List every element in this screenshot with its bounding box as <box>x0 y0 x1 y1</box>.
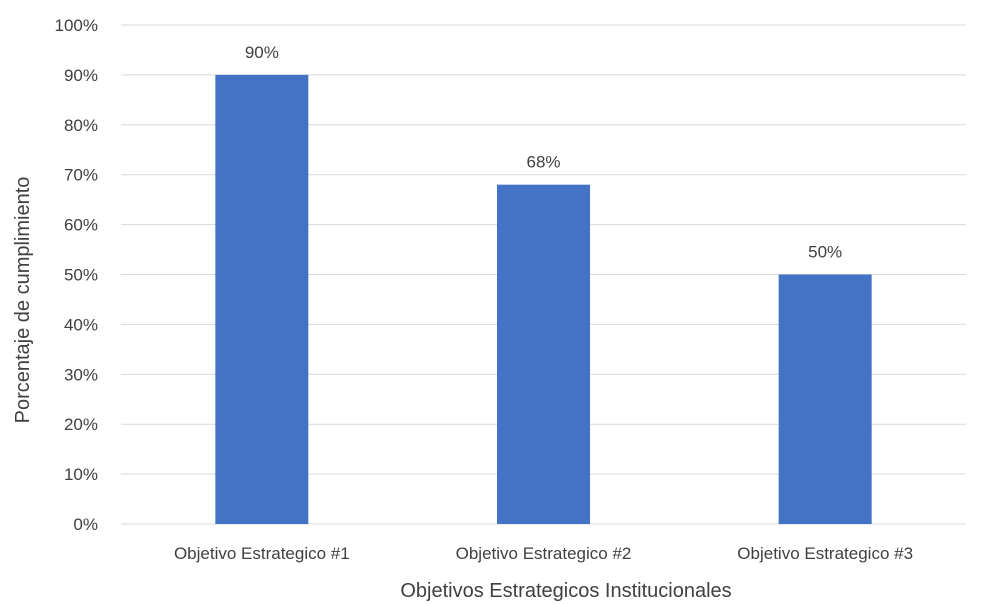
bar <box>778 274 872 524</box>
data-labels: 90% 68% 50% <box>245 43 842 262</box>
y-tick-label: 70% <box>64 166 98 185</box>
y-tick-label: 90% <box>64 66 98 85</box>
y-tick-label: 100% <box>55 16 98 35</box>
x-axis-title: Objetivos Estrategicos Institucionales <box>400 580 731 602</box>
x-category-label: Objetivo Estrategico #2 <box>456 544 632 563</box>
x-category-label: Objetivo Estrategico #3 <box>737 544 913 563</box>
data-label: 90% <box>245 43 279 62</box>
y-tick-label: 10% <box>64 465 98 484</box>
data-label: 68% <box>526 153 560 172</box>
y-axis-ticks: 0% 10% 20% 30% 40% 50% 60% 70% 80% 90% 100% <box>55 16 98 534</box>
y-tick-label: 60% <box>64 216 98 235</box>
x-category-label: Objetivo Estrategico #1 <box>174 544 350 563</box>
bar <box>497 184 590 524</box>
y-tick-label: 80% <box>64 116 98 135</box>
y-tick-label: 20% <box>64 415 98 434</box>
bars <box>215 74 872 525</box>
y-axis-title: Porcentaje de cumplimiento <box>12 177 34 424</box>
y-tick-label: 30% <box>64 365 98 384</box>
x-axis-categories: Objetivo Estrategico #1 Objetivo Estrateg… <box>174 544 913 563</box>
bar <box>215 74 309 525</box>
data-label: 50% <box>808 243 842 262</box>
y-tick-label: 40% <box>64 315 98 334</box>
y-tick-label: 50% <box>64 266 98 285</box>
y-tick-label: 0% <box>73 515 98 534</box>
